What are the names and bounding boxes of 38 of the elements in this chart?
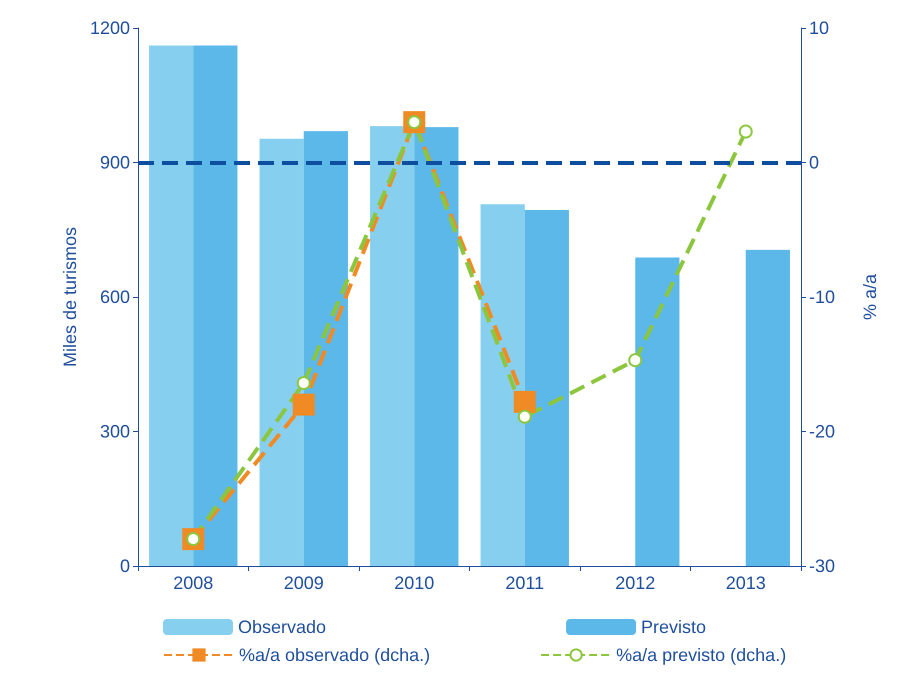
y2-axis-title: % a/a bbox=[860, 273, 880, 320]
point bbox=[514, 390, 536, 413]
bar bbox=[260, 138, 304, 566]
bar bbox=[414, 127, 458, 566]
y-tick-label: 900 bbox=[100, 152, 130, 172]
x-tick-label: 2010 bbox=[394, 573, 434, 593]
y2-tick-label: -20 bbox=[809, 422, 836, 442]
bar bbox=[480, 204, 525, 566]
bar bbox=[635, 258, 680, 566]
x-tick-label: 2012 bbox=[615, 573, 656, 593]
x-tick-label: 2009 bbox=[284, 573, 324, 593]
point bbox=[628, 353, 642, 368]
y2-tick-label: 10 bbox=[809, 18, 830, 38]
y-axis-title: Miles de turismos bbox=[60, 226, 80, 368]
bar bbox=[524, 210, 569, 566]
y-tick-label: 300 bbox=[100, 422, 130, 442]
point bbox=[292, 394, 315, 416]
y2-tick-label: -30 bbox=[809, 556, 836, 576]
x-tick-label: 2011 bbox=[505, 573, 544, 593]
y2-tick-label: -10 bbox=[809, 287, 836, 307]
bar bbox=[149, 45, 194, 566]
legend-label: Previsto bbox=[641, 617, 706, 637]
y-tick-label: 1200 bbox=[90, 18, 130, 38]
y-tick-label: 600 bbox=[100, 287, 130, 307]
bar bbox=[370, 126, 414, 566]
bar bbox=[746, 250, 790, 566]
legend-label: %a/a previsto (dcha.) bbox=[616, 645, 786, 665]
x-tick-label: 2013 bbox=[726, 573, 766, 593]
y-tick-label: 0 bbox=[120, 556, 130, 576]
legend-label: %a/a observado (dcha.) bbox=[239, 645, 430, 665]
point bbox=[518, 410, 532, 424]
legend-label: Observado bbox=[238, 617, 326, 637]
x-tick-label: 2008 bbox=[173, 573, 214, 593]
bar bbox=[193, 45, 238, 566]
bar bbox=[304, 131, 348, 566]
point bbox=[296, 376, 311, 390]
point bbox=[738, 124, 753, 139]
y2-tick-label: 0 bbox=[809, 152, 820, 172]
